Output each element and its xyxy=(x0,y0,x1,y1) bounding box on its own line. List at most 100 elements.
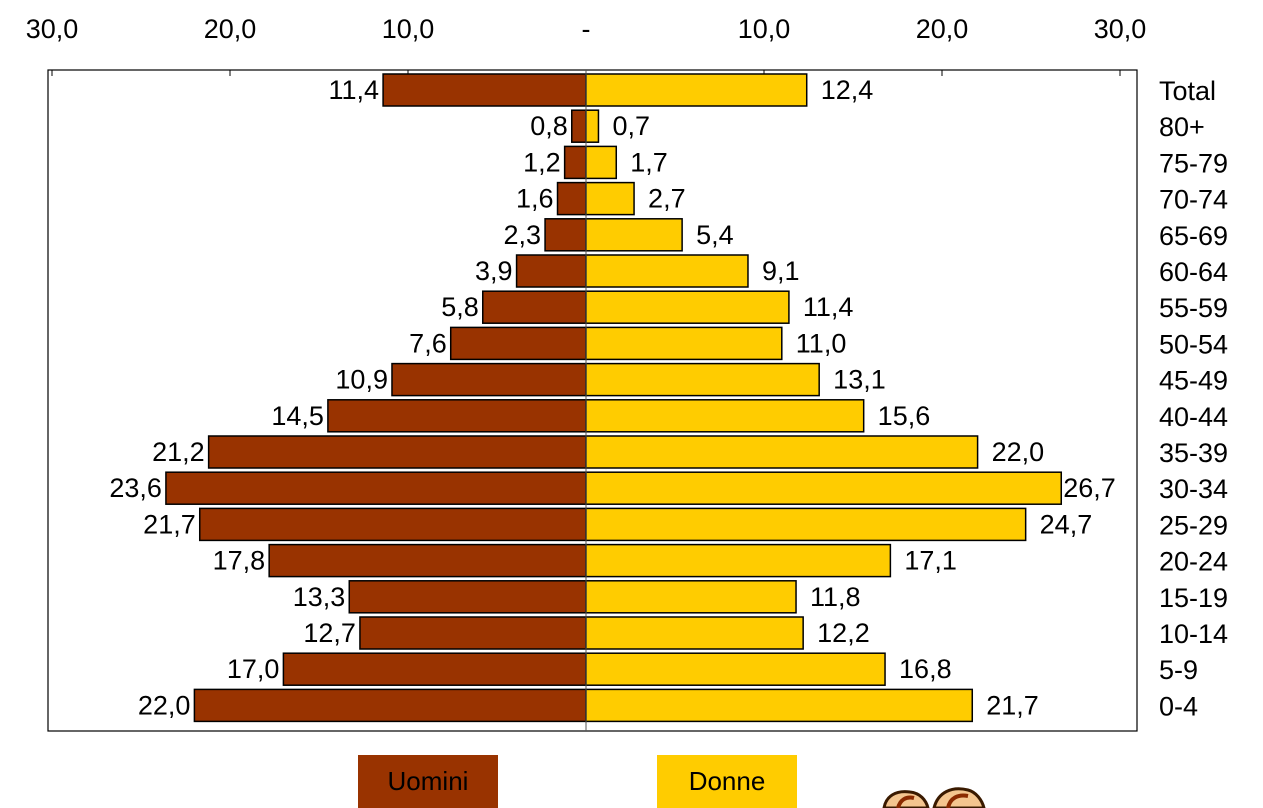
data-label-women: 16,8 xyxy=(899,654,952,684)
bar-women xyxy=(585,181,635,216)
bar-women xyxy=(585,362,820,397)
data-label-women: 12,2 xyxy=(817,618,870,648)
bar-women xyxy=(585,616,804,650)
data-label-women: 22,0 xyxy=(992,437,1045,467)
bar-women xyxy=(585,73,808,107)
bar-women xyxy=(585,507,1027,542)
data-label-men: 0,8 xyxy=(530,111,568,141)
data-label-men: 21,7 xyxy=(143,509,196,539)
category-label: 20-24 xyxy=(1159,547,1228,577)
bar-women xyxy=(585,109,600,143)
data-label-women: 11,0 xyxy=(796,328,847,358)
data-label-men: 12,7 xyxy=(303,618,356,648)
bar-women xyxy=(585,435,979,469)
data-label-women: 21,7 xyxy=(986,690,1039,720)
category-label: 10-14 xyxy=(1159,619,1228,649)
category-label: 50-54 xyxy=(1159,329,1228,359)
data-label-women: 5,4 xyxy=(696,220,734,250)
category-label: Total xyxy=(1159,76,1216,106)
data-label-women: 24,7 xyxy=(1040,509,1093,539)
data-label-men: 22,0 xyxy=(138,690,191,720)
data-label-men: 3,9 xyxy=(475,256,513,286)
data-label-women: 11,8 xyxy=(810,582,861,612)
legend-men: Uomini xyxy=(358,755,498,808)
decorative-clipart xyxy=(882,787,986,808)
category-label: 15-19 xyxy=(1159,583,1228,613)
category-label: 80+ xyxy=(1159,112,1205,142)
bar-men xyxy=(359,616,587,650)
data-label-men: 13,3 xyxy=(293,582,346,612)
bar-men xyxy=(482,290,587,324)
data-label-men: 11,4 xyxy=(329,75,380,105)
category-label: 40-44 xyxy=(1159,402,1228,432)
bar-men xyxy=(327,399,587,433)
data-label-men: 1,6 xyxy=(516,184,554,214)
bar-men xyxy=(571,109,587,143)
data-label-men: 23,6 xyxy=(109,473,162,503)
category-label: 65-69 xyxy=(1159,221,1228,251)
bar-women xyxy=(585,543,892,578)
data-label-women: 2,7 xyxy=(648,184,686,214)
x-tick-label: 10,0 xyxy=(738,14,791,44)
legend-men-label: Uomini xyxy=(387,766,469,796)
bar-women xyxy=(585,290,790,324)
category-label: 45-49 xyxy=(1159,366,1228,396)
data-label-men: 14,5 xyxy=(271,401,324,431)
bar-men xyxy=(193,688,587,723)
bar-women xyxy=(585,652,886,686)
data-label-women: 11,4 xyxy=(803,292,854,322)
category-label: 55-59 xyxy=(1159,293,1228,323)
category-label: 5-9 xyxy=(1159,655,1198,685)
x-tick-label: 20,0 xyxy=(916,14,969,44)
data-label-men: 1,2 xyxy=(523,147,561,177)
bar-men xyxy=(348,580,587,614)
data-label-women: 13,1 xyxy=(833,365,886,395)
data-label-women: 0,7 xyxy=(612,111,650,141)
category-label: 70-74 xyxy=(1159,185,1228,215)
bar-men xyxy=(544,218,587,252)
bar-men xyxy=(556,181,587,216)
x-tick-label: - xyxy=(582,14,591,44)
category-label: 30-34 xyxy=(1159,474,1228,504)
category-label: 25-29 xyxy=(1159,510,1228,540)
bar-women xyxy=(585,471,1063,505)
data-label-men: 5,8 xyxy=(441,292,479,322)
bar-women xyxy=(585,688,974,723)
bar-women xyxy=(585,399,865,433)
data-label-women: 9,1 xyxy=(762,256,800,286)
bar-men xyxy=(207,435,587,469)
bar-women xyxy=(585,145,618,180)
data-label-women: 17,1 xyxy=(904,546,957,576)
category-label: 60-64 xyxy=(1159,257,1228,287)
data-label-men: 17,0 xyxy=(227,654,280,684)
bar-men xyxy=(449,326,587,361)
bar-men xyxy=(515,254,587,288)
bar-men xyxy=(268,543,587,578)
bar-men xyxy=(391,362,587,397)
data-label-women: 1,7 xyxy=(630,147,668,177)
bar-women xyxy=(585,218,683,252)
bar-men xyxy=(165,471,587,505)
legend-women-label: Donne xyxy=(688,766,766,796)
bar-men xyxy=(563,145,587,180)
data-label-women: 26,7 xyxy=(1063,473,1116,503)
data-label-men: 17,8 xyxy=(213,546,266,576)
category-label: 75-79 xyxy=(1159,148,1228,178)
data-label-men: 10,9 xyxy=(335,365,388,395)
category-label: 0-4 xyxy=(1159,691,1198,721)
bar-men xyxy=(198,507,587,542)
data-label-women: 15,6 xyxy=(878,401,931,431)
data-label-men: 7,6 xyxy=(409,328,447,358)
x-tick-label: 20,0 xyxy=(204,14,257,44)
data-label-women: 12,4 xyxy=(821,75,874,105)
bar-men xyxy=(382,73,587,107)
bar-women xyxy=(585,254,749,288)
category-label: 35-39 xyxy=(1159,438,1228,468)
data-label-men: 21,2 xyxy=(152,437,205,467)
bar-women xyxy=(585,326,783,361)
data-label-men: 2,3 xyxy=(504,220,542,250)
bar-women xyxy=(585,580,797,614)
x-tick-label: 30,0 xyxy=(1094,14,1147,44)
x-tick-label: 10,0 xyxy=(382,14,435,44)
